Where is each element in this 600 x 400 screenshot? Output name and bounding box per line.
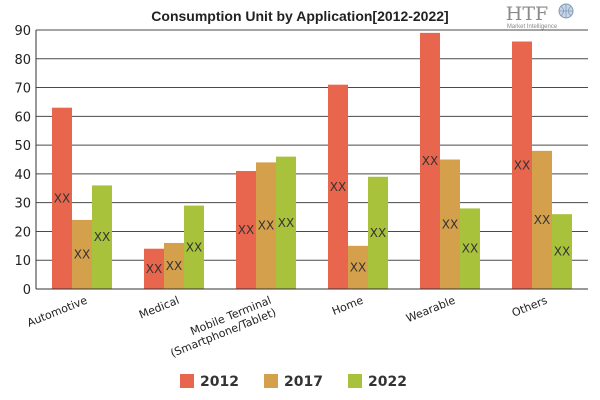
- bar-2012: [420, 32, 440, 289]
- x-tick-label: Medical: [137, 294, 181, 322]
- y-tick-label: 70: [14, 82, 31, 97]
- x-tick-label: Automotive: [25, 294, 89, 330]
- data-label: XX: [422, 154, 438, 168]
- logo-mark: HTF: [506, 3, 548, 25]
- data-label: XX: [166, 259, 182, 273]
- bars: [52, 32, 572, 290]
- bar-2012: [512, 41, 532, 290]
- bar-2022: [92, 185, 112, 289]
- y-tick-label: 60: [14, 110, 31, 125]
- bar-2022: [552, 214, 572, 289]
- legend-label: 2012: [200, 374, 239, 390]
- bar-2022: [460, 208, 480, 289]
- data-label: XX: [350, 260, 366, 274]
- bar-2022: [368, 176, 388, 289]
- data-label: XX: [258, 219, 274, 233]
- x-tick-label: Mobile Terminal(Smartphone/Tablet): [164, 294, 278, 360]
- y-tick-label: 90: [14, 24, 31, 39]
- data-label: XX: [554, 245, 570, 259]
- y-tick-label: 10: [14, 254, 31, 269]
- htf-logo: HTF Market Intelligence: [506, 3, 574, 30]
- y-tick-label: 40: [14, 168, 31, 183]
- bar-2022: [184, 205, 204, 289]
- y-axis: 0 10 20 30 40 50 60 70 80 90: [14, 24, 37, 298]
- data-label: XX: [186, 240, 202, 254]
- bar-2012: [236, 171, 256, 289]
- y-tick-label: 20: [14, 225, 31, 240]
- legend-swatch-2022: [348, 374, 362, 388]
- y-tick-label: 30: [14, 197, 31, 212]
- x-tick-label: Home: [330, 294, 365, 318]
- x-tick-label: Others: [510, 294, 549, 320]
- legend-swatch-2017: [264, 374, 278, 388]
- bar-2022: [276, 156, 296, 289]
- gridlines: [36, 29, 588, 261]
- bar-2012: [144, 248, 164, 289]
- legend: 2012 2017 2022: [180, 374, 407, 390]
- data-label: XX: [442, 217, 458, 231]
- data-labels: XX XX XX XX XX XX XX XX XX XX XX XX XX XX XX XX XX XX: [54, 154, 570, 276]
- y-tick-label: 0: [23, 283, 31, 298]
- bar-2012: [52, 107, 72, 289]
- data-label: XX: [278, 216, 294, 230]
- bar-2012: [328, 84, 348, 289]
- y-tick-label: 50: [14, 139, 31, 154]
- x-tick-label: Wearable: [404, 294, 457, 326]
- bar-2017: [440, 159, 460, 289]
- bar-2017: [256, 162, 276, 289]
- data-label: XX: [54, 191, 70, 205]
- data-label: XX: [146, 262, 162, 276]
- data-label: XX: [238, 223, 254, 237]
- legend-label: 2017: [284, 374, 323, 390]
- x-axis: Automotive Medical Mobile Terminal(Smartph…: [25, 288, 588, 360]
- bar-2017: [348, 245, 368, 289]
- data-label: XX: [94, 230, 110, 244]
- chart-title: Consumption Unit by Application[2012-202…: [151, 8, 448, 24]
- logo-tagline: Market Intelligence: [507, 24, 558, 30]
- data-label: XX: [534, 213, 550, 227]
- data-label: XX: [370, 226, 386, 240]
- y-tick-label: 80: [14, 53, 31, 68]
- data-label: XX: [330, 180, 346, 194]
- globe-icon: [558, 3, 574, 19]
- data-label: XX: [514, 158, 530, 172]
- bar-2017: [72, 219, 92, 289]
- legend-swatch-2012: [180, 374, 194, 388]
- bar-2017: [532, 150, 552, 289]
- bar-2017: [164, 242, 184, 289]
- data-label: XX: [74, 247, 90, 261]
- legend-label: 2022: [368, 374, 407, 390]
- data-label: XX: [462, 242, 478, 256]
